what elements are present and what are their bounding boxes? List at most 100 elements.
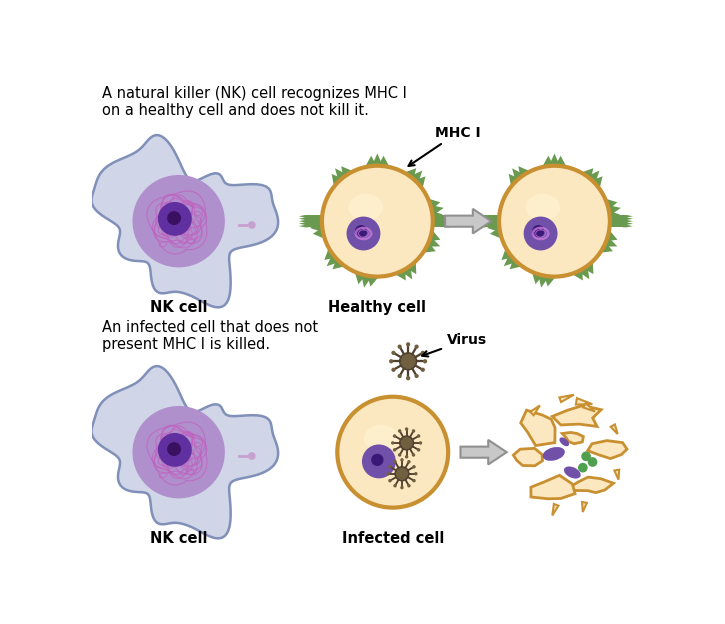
Polygon shape <box>476 215 486 227</box>
Polygon shape <box>331 174 342 185</box>
Polygon shape <box>401 266 413 280</box>
Polygon shape <box>607 199 618 210</box>
Circle shape <box>399 436 413 450</box>
Circle shape <box>395 467 409 480</box>
Circle shape <box>158 202 192 236</box>
Polygon shape <box>538 275 549 288</box>
Circle shape <box>392 351 396 355</box>
Polygon shape <box>396 269 406 280</box>
Circle shape <box>347 217 381 250</box>
Polygon shape <box>366 156 376 166</box>
Polygon shape <box>415 177 426 187</box>
Circle shape <box>394 484 397 487</box>
Polygon shape <box>410 170 423 183</box>
Polygon shape <box>573 269 583 280</box>
Circle shape <box>371 454 384 466</box>
Bar <box>305 215 450 227</box>
Circle shape <box>532 225 544 237</box>
Circle shape <box>407 460 410 464</box>
Circle shape <box>158 433 192 467</box>
Circle shape <box>389 479 392 482</box>
Polygon shape <box>378 156 389 166</box>
Circle shape <box>337 397 448 507</box>
Polygon shape <box>576 398 592 404</box>
Polygon shape <box>405 168 416 179</box>
Polygon shape <box>432 211 443 222</box>
Ellipse shape <box>526 194 560 221</box>
Ellipse shape <box>560 437 569 446</box>
Circle shape <box>578 463 588 472</box>
Polygon shape <box>544 276 555 286</box>
Circle shape <box>133 175 225 267</box>
Polygon shape <box>604 236 618 246</box>
Polygon shape <box>327 254 339 266</box>
Polygon shape <box>587 170 600 183</box>
Ellipse shape <box>564 467 581 479</box>
Polygon shape <box>425 243 436 253</box>
FancyArrow shape <box>445 209 492 233</box>
Polygon shape <box>543 156 554 166</box>
Circle shape <box>523 217 558 250</box>
Polygon shape <box>512 168 524 181</box>
Text: NK cell: NK cell <box>150 301 207 316</box>
Polygon shape <box>429 199 440 210</box>
Circle shape <box>394 460 397 464</box>
Circle shape <box>420 351 425 355</box>
Polygon shape <box>335 168 347 181</box>
Polygon shape <box>565 477 613 493</box>
Text: MHC I: MHC I <box>408 125 481 166</box>
Polygon shape <box>489 215 500 226</box>
Circle shape <box>405 455 408 459</box>
Polygon shape <box>487 222 500 232</box>
Circle shape <box>588 457 597 467</box>
Circle shape <box>398 429 402 432</box>
Circle shape <box>355 225 368 237</box>
Circle shape <box>400 486 404 489</box>
Polygon shape <box>429 231 440 241</box>
Polygon shape <box>588 441 627 459</box>
Circle shape <box>581 452 591 461</box>
Polygon shape <box>562 432 584 444</box>
Polygon shape <box>324 250 336 260</box>
Text: A natural killer (NK) cell recognizes MHC I
on a healthy cell and does not kill : A natural killer (NK) cell recognizes MH… <box>102 85 407 118</box>
Polygon shape <box>91 135 278 308</box>
Circle shape <box>167 211 181 225</box>
Circle shape <box>413 479 415 482</box>
Polygon shape <box>610 424 618 434</box>
Polygon shape <box>531 475 575 499</box>
Polygon shape <box>502 250 513 260</box>
Polygon shape <box>312 215 322 226</box>
Text: NK cell: NK cell <box>150 532 207 547</box>
Polygon shape <box>584 263 593 274</box>
Circle shape <box>407 484 410 487</box>
Polygon shape <box>361 275 372 288</box>
Bar <box>482 215 627 227</box>
Circle shape <box>392 368 396 372</box>
Circle shape <box>167 442 181 456</box>
Text: Infected cell: Infected cell <box>341 532 444 547</box>
Polygon shape <box>427 236 440 246</box>
Circle shape <box>133 406 225 499</box>
Ellipse shape <box>349 194 383 221</box>
Polygon shape <box>530 406 540 415</box>
Circle shape <box>419 441 422 445</box>
Circle shape <box>386 472 390 475</box>
Circle shape <box>248 452 256 460</box>
Circle shape <box>393 434 397 438</box>
Polygon shape <box>431 205 444 216</box>
Polygon shape <box>407 263 416 274</box>
Circle shape <box>405 427 408 431</box>
Circle shape <box>397 374 402 378</box>
Polygon shape <box>513 449 542 466</box>
Polygon shape <box>608 205 621 216</box>
Polygon shape <box>614 470 619 480</box>
Circle shape <box>406 376 410 381</box>
Polygon shape <box>552 504 558 515</box>
Circle shape <box>417 434 420 438</box>
Circle shape <box>399 353 417 370</box>
Circle shape <box>389 465 392 469</box>
Ellipse shape <box>543 447 565 461</box>
Ellipse shape <box>364 425 399 452</box>
Text: Virus: Virus <box>422 333 486 356</box>
Polygon shape <box>504 254 517 266</box>
